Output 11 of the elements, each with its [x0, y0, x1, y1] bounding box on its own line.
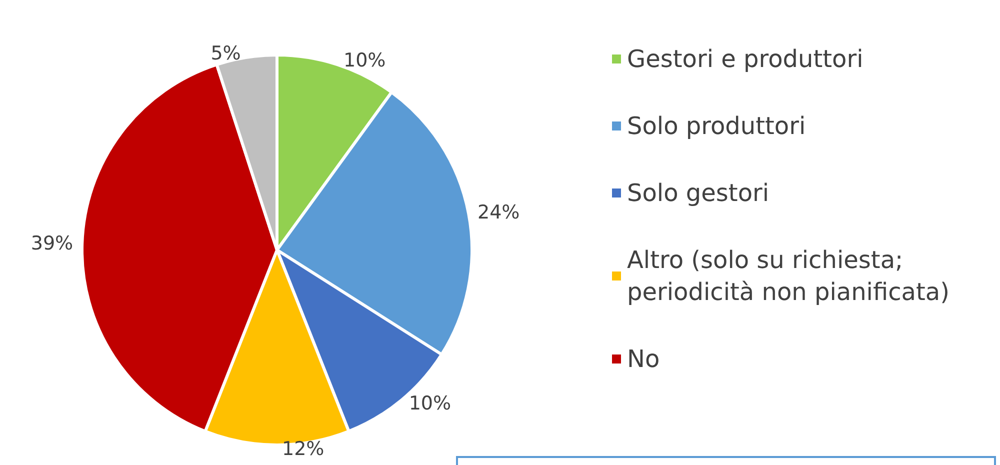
data-label: 10% — [343, 50, 386, 72]
legend-label: Solo produttori — [627, 112, 806, 140]
legend-label: Altro (solo su richiesta; periodicità non pianificata) — [627, 246, 950, 306]
data-label: 5% — [210, 42, 241, 64]
data-label: 24% — [477, 202, 520, 224]
data-label: 10% — [408, 392, 452, 414]
legend-label: Gestori e produttori — [627, 45, 864, 73]
legend-label: Solo gestori — [627, 179, 770, 207]
legend-label: No — [627, 345, 660, 373]
data-label: 39% — [30, 232, 74, 255]
data-label: 12% — [282, 438, 324, 460]
